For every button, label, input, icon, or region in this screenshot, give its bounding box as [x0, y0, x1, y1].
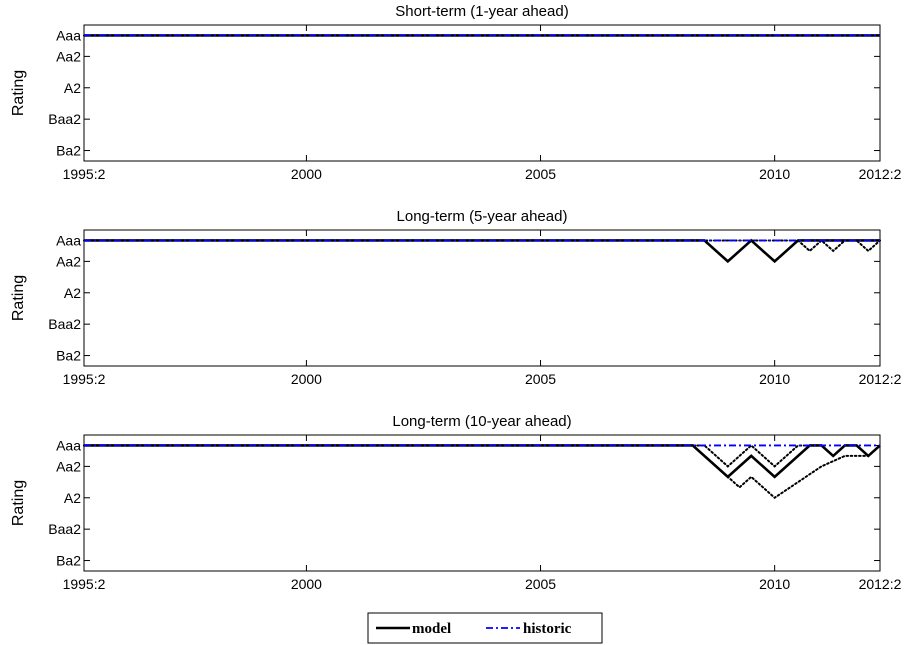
chart-title: Short-term (1-year ahead) [395, 3, 568, 20]
axes-box [83, 24, 881, 162]
x-tick-label: 2010 [759, 576, 790, 592]
y-tick-label: Aa2 [56, 48, 81, 64]
y-tick-label: Baa2 [48, 111, 81, 127]
series-model-line [84, 444, 881, 479]
y-tick-label: Aa2 [56, 458, 81, 474]
x-tick-label: 1995:2 [63, 166, 106, 182]
y-axis-label: Rating [10, 275, 27, 321]
y-tick-label: Ba2 [56, 143, 81, 159]
y-tick-label: A2 [64, 285, 81, 301]
y-axis-label: Rating [10, 70, 27, 116]
y-tick-label: A2 [64, 80, 81, 96]
y-tick-label: Aaa [56, 437, 81, 453]
legend-label-historic: historic [523, 621, 572, 637]
x-tick-label: 2012:2 [859, 166, 902, 182]
x-tick-label: 2012:2 [859, 371, 902, 387]
axes-box [83, 434, 881, 572]
y-tick-label: Aa2 [56, 253, 81, 269]
legend-label-model: model [412, 621, 451, 637]
x-tick-label: 2010 [759, 371, 790, 387]
chart-title: Long-term (10-year ahead) [392, 413, 571, 430]
y-tick-label: Ba2 [56, 553, 81, 569]
y-axis-label: Rating [10, 480, 27, 526]
x-tick-label: 2005 [525, 371, 556, 387]
series-band-line [83, 444, 881, 500]
x-tick-label: 2005 [525, 576, 556, 592]
legend: model historic [367, 612, 603, 644]
y-tick-label: Ba2 [56, 348, 81, 364]
x-tick-label: 2005 [525, 166, 556, 182]
chart-title: Long-term (5-year ahead) [397, 208, 568, 225]
y-tick-label: Aaa [56, 27, 81, 43]
series-band-line [83, 239, 881, 253]
x-tick-label: 2000 [291, 371, 322, 387]
y-tick-label: Baa2 [48, 316, 81, 332]
chart-panel-1: Short-term (1-year ahead) Rating Aaa Aa2 A2 B… [10, 3, 902, 182]
chart-panel-3: Long-term (10-year ahead) Rating Aaa Aa2 A2 B… [10, 413, 902, 592]
x-tick-label: 2000 [291, 166, 322, 182]
y-tick-label: Baa2 [48, 521, 81, 537]
series-model-line [84, 238, 880, 264]
x-tick-label: 2000 [291, 576, 322, 592]
y-tick-label: Aaa [56, 232, 81, 248]
x-tick-label: 2012:2 [859, 576, 902, 592]
y-tick-label: A2 [64, 490, 81, 506]
chart-panel-2: Long-term (5-year ahead) Rating Aaa Aa2 A2 Ba… [10, 208, 902, 387]
axes-box [83, 229, 881, 367]
x-tick-label: 1995:2 [63, 371, 106, 387]
x-tick-label: 2010 [759, 166, 790, 182]
x-tick-label: 1995:2 [63, 576, 106, 592]
